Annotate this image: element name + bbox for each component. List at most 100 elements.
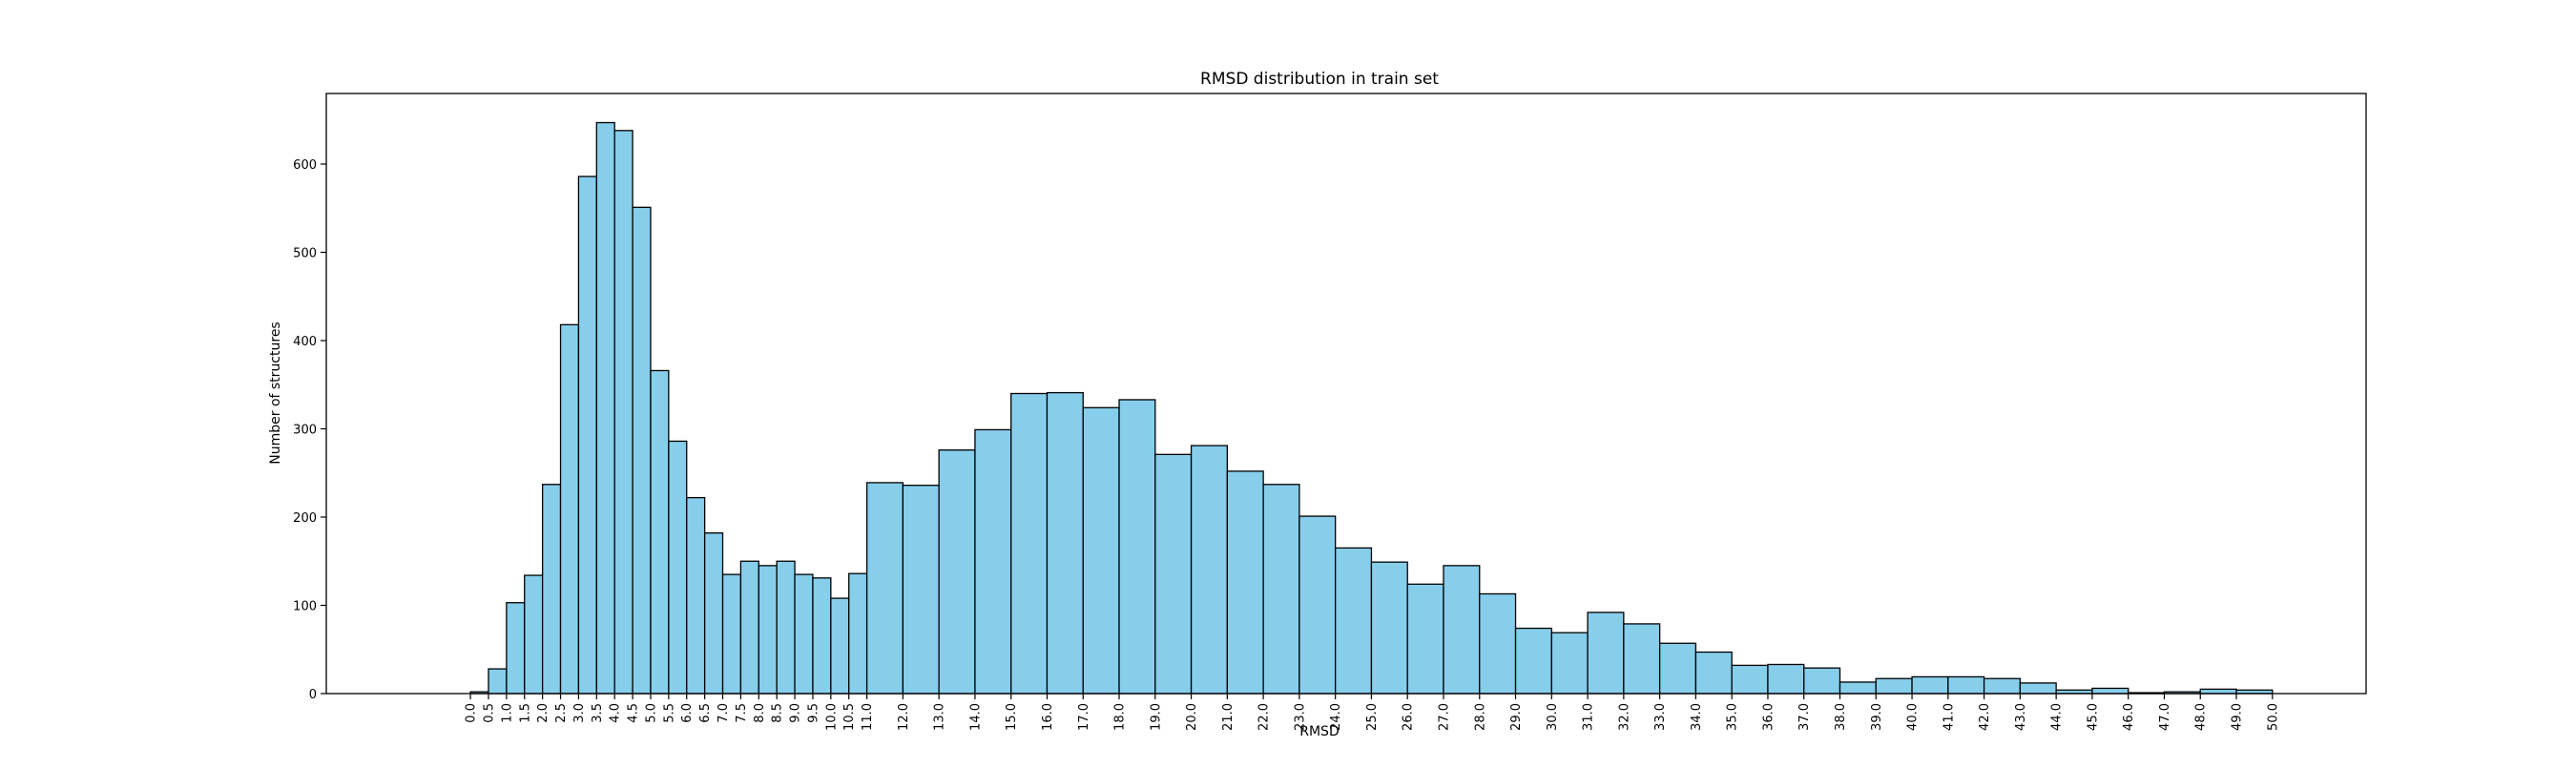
x-tick-label: 46.0 — [2122, 703, 2136, 731]
x-tick-label: 8.0 — [753, 703, 767, 723]
histogram-bar — [1694, 651, 1733, 695]
x-tick-label: 10.5 — [842, 703, 857, 731]
histogram-bar — [524, 574, 544, 695]
x-tick-label: 21.0 — [1221, 703, 1236, 731]
histogram-bar — [1118, 399, 1156, 695]
x-tick-label: 22.0 — [1257, 703, 1272, 731]
histogram-bar — [632, 206, 652, 695]
histogram-bar — [686, 497, 706, 695]
x-tick-label: 45.0 — [2086, 703, 2100, 731]
x-tick-label: 38.0 — [1834, 703, 1848, 731]
histogram-bar — [577, 176, 597, 695]
x-tick-label: 2.0 — [536, 703, 551, 723]
x-tick-label: 5.5 — [662, 703, 676, 723]
x-tick-label: 4.5 — [627, 703, 641, 723]
x-tick-label: 50.0 — [2266, 703, 2280, 731]
x-tick-label: 19.0 — [1149, 703, 1163, 731]
y-tick-label: 200 — [293, 511, 317, 526]
histogram-bar — [1550, 632, 1589, 695]
histogram-bar — [1767, 663, 1805, 695]
y-tick-label: 500 — [293, 247, 317, 261]
y-tick-label: 100 — [293, 600, 317, 614]
histogram-bar — [1010, 392, 1049, 695]
histogram-bar — [1803, 667, 1841, 695]
histogram-bar — [1983, 677, 2022, 695]
x-tick-label: 0.5 — [482, 703, 496, 723]
x-tick-label: 47.0 — [2158, 703, 2172, 731]
histogram-bar — [1658, 642, 1697, 695]
histogram-bar — [506, 602, 526, 695]
x-tick-label: 10.0 — [824, 703, 839, 731]
histogram-bar — [812, 577, 832, 695]
x-tick-label: 6.0 — [680, 703, 695, 723]
histogram-bar — [2091, 687, 2129, 695]
histogram-bar — [1298, 515, 1337, 695]
x-tick-label: 29.0 — [1509, 703, 1524, 731]
bars-group — [469, 121, 2274, 695]
x-tick-label: 13.0 — [933, 703, 947, 731]
x-tick-label: 9.5 — [806, 703, 821, 723]
x-tick-label: 37.0 — [1797, 703, 1812, 731]
x-tick-label: 28.0 — [1473, 703, 1487, 731]
x-tick-label: 43.0 — [2014, 703, 2028, 731]
x-tick-label: 8.5 — [771, 703, 785, 723]
histogram-bar — [758, 565, 778, 695]
x-tick-label: 2.5 — [554, 703, 569, 723]
plot-frame — [325, 93, 2367, 695]
x-tick-label: 48.0 — [2194, 703, 2209, 731]
histogram-bar — [1262, 484, 1300, 695]
x-tick-label: 26.0 — [1402, 703, 1416, 731]
histogram-bar — [1911, 675, 1949, 695]
y-tick-label: 0 — [309, 688, 317, 702]
histogram-bar — [1154, 453, 1193, 695]
x-tick-label: 16.0 — [1041, 703, 1055, 731]
x-tick-label: 27.0 — [1437, 703, 1451, 731]
y-tick-label: 600 — [293, 158, 317, 173]
histogram-bar — [1731, 664, 1769, 695]
x-tick-label: 7.0 — [717, 703, 731, 723]
histogram-bar — [2199, 688, 2237, 695]
histogram-bar — [848, 572, 868, 695]
histogram-bar — [613, 130, 634, 695]
histogram-bar — [595, 121, 615, 695]
x-axis: 0.0 0.5 1.0 1.5 2.0 2.5 3.0 3.5 4.0 4.5 5.0 5.5 6.0 6… — [465, 694, 2280, 731]
x-tick-label: 3.0 — [572, 703, 587, 723]
x-tick-label: 42.0 — [1978, 703, 1992, 731]
x-axis-label: RMSD — [1299, 724, 1339, 739]
histogram-bar — [1875, 677, 1913, 695]
x-tick-label: 20.0 — [1185, 703, 1199, 731]
y-axis: 0 100 200 300 400 500 600 — [293, 158, 326, 702]
histogram-bar — [1514, 627, 1552, 695]
histogram-bar — [1839, 681, 1877, 695]
x-tick-label: 12.0 — [897, 703, 911, 731]
histogram-bar — [865, 482, 904, 695]
histogram-bar — [721, 573, 742, 695]
histogram-bar — [1046, 391, 1084, 695]
x-tick-label: 24.0 — [1329, 703, 1343, 731]
histogram-bar — [794, 573, 814, 695]
x-tick-label: 44.0 — [2050, 703, 2065, 731]
histogram-bar — [1479, 592, 1517, 695]
x-tick-label: 5.0 — [644, 703, 658, 723]
x-tick-label: 18.0 — [1113, 703, 1128, 731]
chart-title: RMSD distribution in train set — [1200, 70, 1439, 89]
histogram-bar — [1370, 561, 1408, 695]
x-tick-label: 40.0 — [1906, 703, 1921, 731]
x-tick-label: 34.0 — [1690, 703, 1704, 731]
histogram-bar — [1226, 470, 1264, 695]
x-tick-label: 4.0 — [609, 703, 623, 723]
x-tick-label: 41.0 — [1942, 703, 1956, 731]
histogram-bar — [830, 597, 850, 695]
histogram-bar — [2019, 682, 2057, 695]
y-tick-label: 400 — [293, 335, 317, 349]
histogram-bar — [974, 428, 1012, 695]
histogram-bar — [559, 323, 580, 695]
histogram-bar — [1947, 675, 1985, 695]
x-tick-label: 14.0 — [968, 703, 983, 731]
x-tick-label: 31.0 — [1582, 703, 1596, 731]
x-tick-label: 0.0 — [465, 703, 479, 723]
x-tick-label: 35.0 — [1726, 703, 1740, 731]
histogram-bar — [1443, 565, 1481, 695]
histogram-bar — [739, 560, 759, 695]
